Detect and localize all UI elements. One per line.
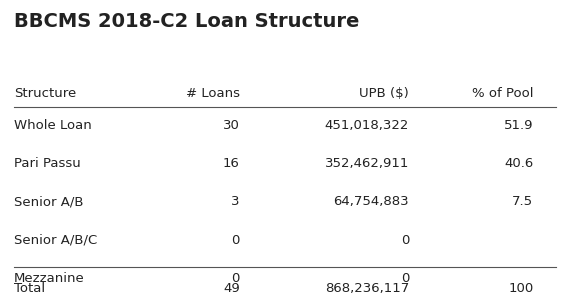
Text: Whole Loan: Whole Loan: [14, 119, 92, 132]
Text: Senior A/B/C: Senior A/B/C: [14, 234, 97, 247]
Text: 0: 0: [231, 272, 240, 285]
Text: 30: 30: [223, 119, 240, 132]
Text: 0: 0: [401, 272, 409, 285]
Text: % of Pool: % of Pool: [472, 87, 534, 100]
Text: UPB ($): UPB ($): [360, 87, 409, 100]
Text: Senior A/B: Senior A/B: [14, 195, 84, 208]
Text: 16: 16: [223, 157, 240, 170]
Text: 100: 100: [508, 282, 534, 295]
Text: 64,754,883: 64,754,883: [333, 195, 409, 208]
Text: Pari Passu: Pari Passu: [14, 157, 81, 170]
Text: Total: Total: [14, 282, 45, 295]
Text: 40.6: 40.6: [504, 157, 534, 170]
Text: BBCMS 2018-C2 Loan Structure: BBCMS 2018-C2 Loan Structure: [14, 12, 360, 31]
Text: 0: 0: [401, 234, 409, 247]
Text: 0: 0: [231, 234, 240, 247]
Text: 7.5: 7.5: [512, 195, 534, 208]
Text: # Loans: # Loans: [186, 87, 240, 100]
Text: 868,236,117: 868,236,117: [325, 282, 409, 295]
Text: 51.9: 51.9: [504, 119, 534, 132]
Text: 451,018,322: 451,018,322: [325, 119, 409, 132]
Text: 352,462,911: 352,462,911: [325, 157, 409, 170]
Text: 3: 3: [231, 195, 240, 208]
Text: Mezzanine: Mezzanine: [14, 272, 85, 285]
Text: Structure: Structure: [14, 87, 76, 100]
Text: 49: 49: [223, 282, 240, 295]
